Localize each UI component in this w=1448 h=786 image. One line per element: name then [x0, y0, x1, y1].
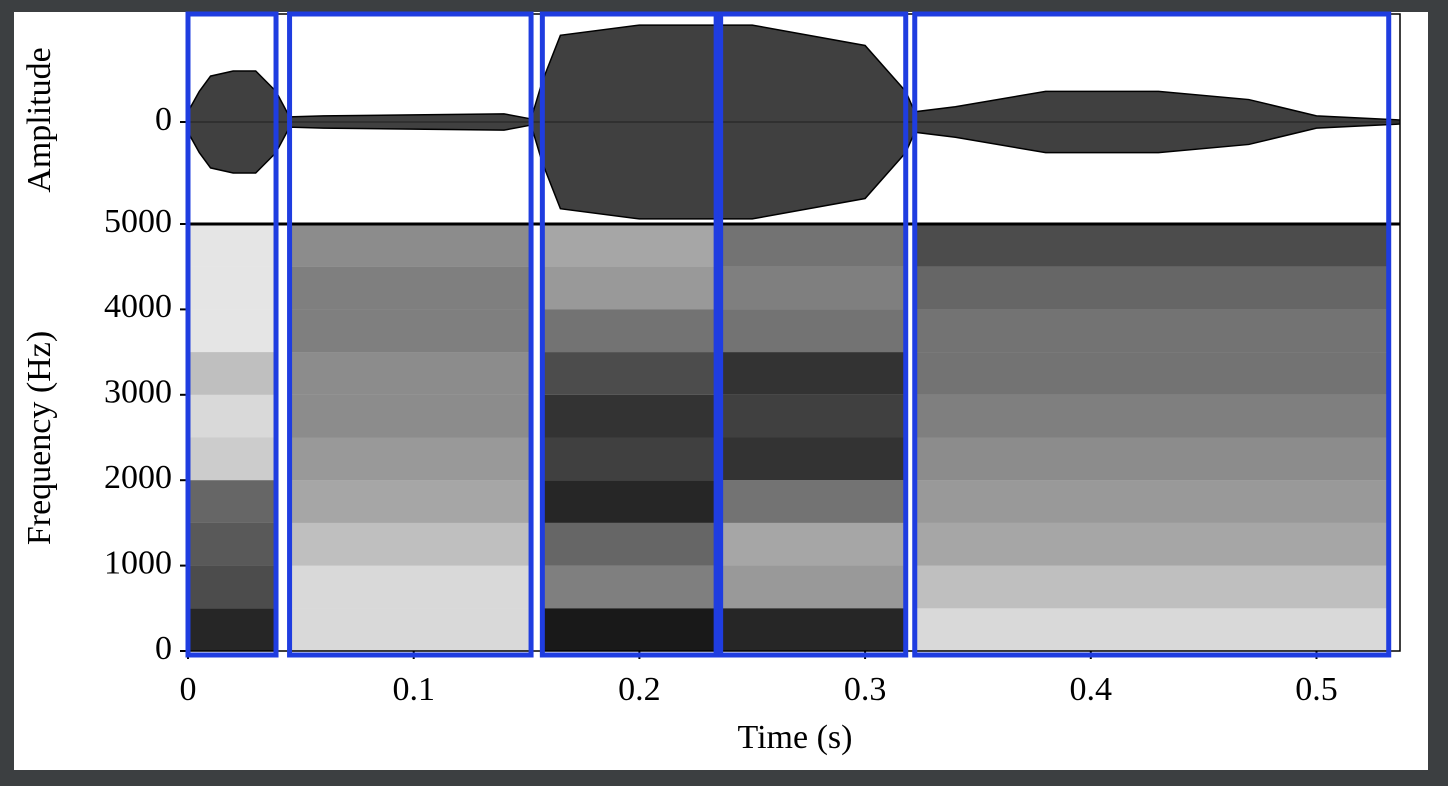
spectrogram-cell [914, 480, 1389, 523]
spectrogram-cell [720, 224, 906, 267]
y-tick-label: 0 [155, 101, 172, 138]
segment-box [912, 11, 1392, 658]
y-tick-label: 5000 [104, 203, 172, 240]
x-tick-label: 0.1 [392, 671, 435, 708]
spectrogram-cell [188, 480, 277, 523]
segment-box [287, 11, 534, 658]
spectrogram-cell [720, 565, 906, 609]
spectrogram-cell [720, 608, 906, 651]
spectrogram-cell [720, 352, 906, 395]
y-tick-label: 2000 [104, 459, 172, 496]
segment-box [185, 11, 279, 658]
spectrogram-cell [188, 309, 277, 353]
time-label: Time (s) [738, 719, 853, 756]
x-tick-label: 0 [180, 671, 197, 708]
x-tick-label: 0.5 [1295, 671, 1338, 708]
frequency-label: Frequency (Hz) [21, 331, 58, 545]
spectrogram-cell [289, 394, 532, 438]
spectrogram-cell [914, 608, 1389, 651]
spectrogram-cell [914, 266, 1389, 310]
spectrogram-cell [289, 565, 532, 609]
spectrogram-cell [914, 224, 1389, 267]
x-tick-label: 0.2 [618, 671, 661, 708]
spectrogram-cell [542, 522, 717, 566]
spectrogram-cell [914, 522, 1389, 566]
y-tick-label: 3000 [104, 374, 172, 411]
spectrogram-cell [720, 522, 906, 566]
spectrogram-cell [542, 352, 717, 395]
spectrogram-cell [542, 266, 717, 310]
spectrogram-cell [542, 565, 717, 609]
spectrogram-cell [289, 309, 532, 353]
spectrogram-cell [720, 266, 906, 310]
spectrogram-cell [289, 224, 532, 267]
spectrogram-cell [188, 608, 277, 651]
spectrogram-cell [289, 437, 532, 481]
spectrogram-cell [289, 352, 532, 395]
spectrogram-cell [542, 608, 717, 651]
x-tick-label: 0.3 [844, 671, 887, 708]
spectrogram-cell [720, 480, 906, 523]
spectrogram-cell [542, 437, 717, 481]
spectrogram-cell [914, 309, 1389, 353]
y-tick-label: 4000 [104, 288, 172, 325]
waveform-fill [188, 25, 1400, 219]
segment-box [718, 11, 909, 658]
spectrogram-cell [914, 394, 1389, 438]
spectrogram-cell [289, 522, 532, 566]
spectrogram-cell [289, 608, 532, 651]
spectrogram-cell [188, 224, 277, 267]
spectrogram-cell [914, 352, 1389, 395]
amplitude-label: Amplitude [21, 47, 58, 192]
y-tick-label: 0 [155, 630, 172, 667]
spectrogram-cell [289, 266, 532, 310]
x-tick-label: 0.4 [1070, 671, 1113, 708]
spectrogram-cell [188, 565, 277, 609]
spectrogram-cell [188, 266, 277, 310]
waveform-envelope [187, 123, 1401, 220]
spectrogram-cell [914, 437, 1389, 481]
spectrogram-cell [188, 437, 277, 481]
segment-box [539, 11, 719, 658]
spectrogram-cell [188, 522, 277, 566]
spectrogram-cell [542, 394, 717, 438]
spectrogram-cell [542, 480, 717, 523]
spectrogram-cell [720, 309, 906, 353]
waveform-envelope [187, 24, 1401, 121]
spectrogram-cell [720, 394, 906, 438]
spectrogram-cell [542, 224, 717, 267]
spectrogram-cell [914, 565, 1389, 609]
spectrogram-cell [542, 309, 717, 353]
spectrogram-cell [188, 352, 277, 395]
spectrogram-cell [289, 480, 532, 523]
spectrogram-cell [720, 437, 906, 481]
spectrogram-cell [188, 394, 277, 438]
y-tick-label: 1000 [104, 544, 172, 581]
